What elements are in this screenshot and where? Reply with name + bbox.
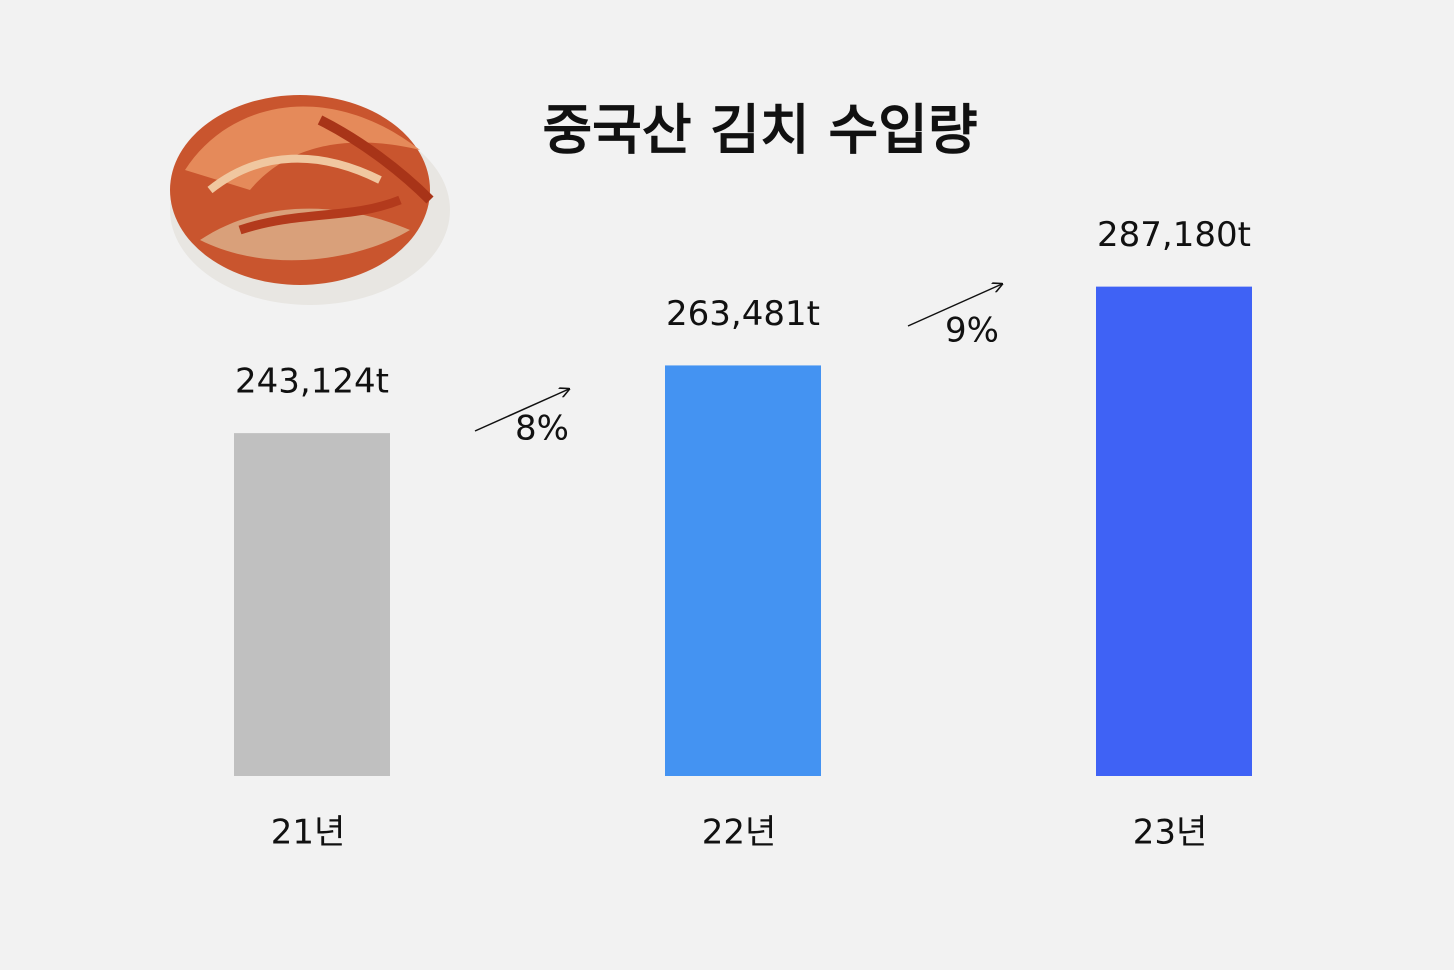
value-label: 263,481t — [666, 294, 820, 334]
growth-arrow — [907, 284, 1002, 327]
x-tick-label: 23년 — [1133, 813, 1208, 853]
growth-arrows — [474, 284, 1002, 432]
x-tick-label: 21년 — [271, 813, 346, 853]
kimchi-image — [170, 95, 450, 305]
growth-label: 8% — [515, 409, 569, 449]
chart-title: 중국산 김치 수입량 — [542, 99, 977, 162]
value-label: 287,180t — [1097, 215, 1251, 255]
bar — [1096, 286, 1252, 776]
growth-arrow — [474, 389, 569, 432]
bar — [234, 433, 390, 776]
bar — [665, 365, 821, 776]
growth-label: 9% — [945, 311, 999, 351]
value-label: 243,124t — [235, 362, 389, 402]
x-tick-label: 22년 — [702, 813, 777, 853]
